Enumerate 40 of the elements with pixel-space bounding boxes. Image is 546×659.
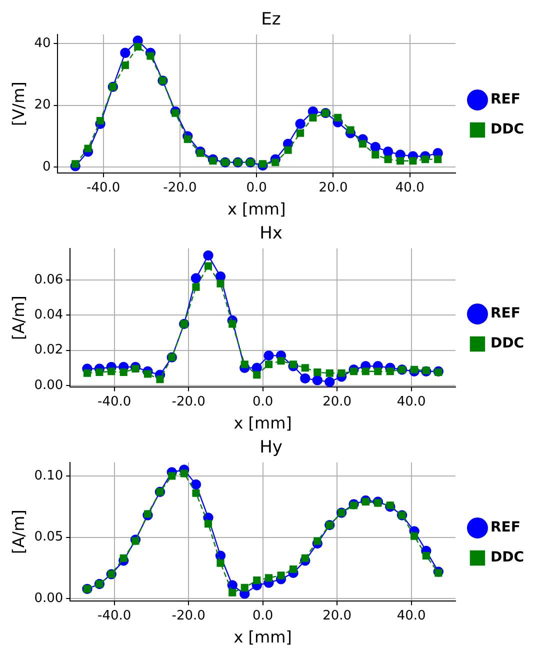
y-axis-title: [V/m] <box>8 82 28 126</box>
x-tick-label: -20.0 <box>163 180 197 196</box>
legend-label: DDC <box>490 122 524 138</box>
legend-label: REF <box>490 520 520 536</box>
chart-title: Hx <box>260 224 282 244</box>
legend-label: DDC <box>490 336 524 352</box>
y-tick-label: 0.06 <box>34 272 64 288</box>
y-tick-label: 40 <box>34 36 51 52</box>
x-axis-title: x [mm] <box>234 628 292 647</box>
legend-label: DDC <box>490 550 524 566</box>
y-tick-label: 0 <box>42 159 51 174</box>
x-tick-label: -20.0 <box>172 608 206 624</box>
x-tick-label: -20.0 <box>172 394 206 410</box>
x-tick-label: 40.0 <box>395 180 424 196</box>
y-tick-label: 0.05 <box>34 530 64 545</box>
x-tick-label: 40.0 <box>396 608 426 624</box>
x-tick-label: -40.0 <box>86 180 120 196</box>
y-tick-label: 0.04 <box>34 308 64 323</box>
x-tick-label: 20.0 <box>318 180 348 196</box>
x-tick-label: 0.0 <box>252 394 274 410</box>
chart-title: Hy <box>260 438 282 458</box>
y-tick-label: 0.02 <box>34 342 64 358</box>
y-tick-label: 0.10 <box>34 468 64 484</box>
y-tick-label: 20 <box>34 98 51 113</box>
y-axis-title: [A/m] <box>8 296 28 340</box>
x-tick-label: 0.0 <box>246 180 267 196</box>
y-axis-title: [A/m] <box>8 510 28 554</box>
chart-title: Ez <box>261 10 281 30</box>
x-tick-label: -40.0 <box>98 394 132 410</box>
x-tick-label: 20.0 <box>322 608 352 624</box>
legend-label: REF <box>490 92 520 108</box>
x-tick-label: 20.0 <box>322 394 352 410</box>
legend-label: REF <box>490 306 520 322</box>
y-tick-label: 0.00 <box>34 378 64 393</box>
y-tick-label: 0.00 <box>34 591 64 606</box>
x-tick-label: -40.0 <box>98 608 132 624</box>
x-axis-title: x [mm] <box>228 200 286 219</box>
x-axis-title: x [mm] <box>234 414 292 433</box>
x-tick-label: 0.0 <box>252 608 274 624</box>
x-tick-label: 40.0 <box>396 394 426 410</box>
